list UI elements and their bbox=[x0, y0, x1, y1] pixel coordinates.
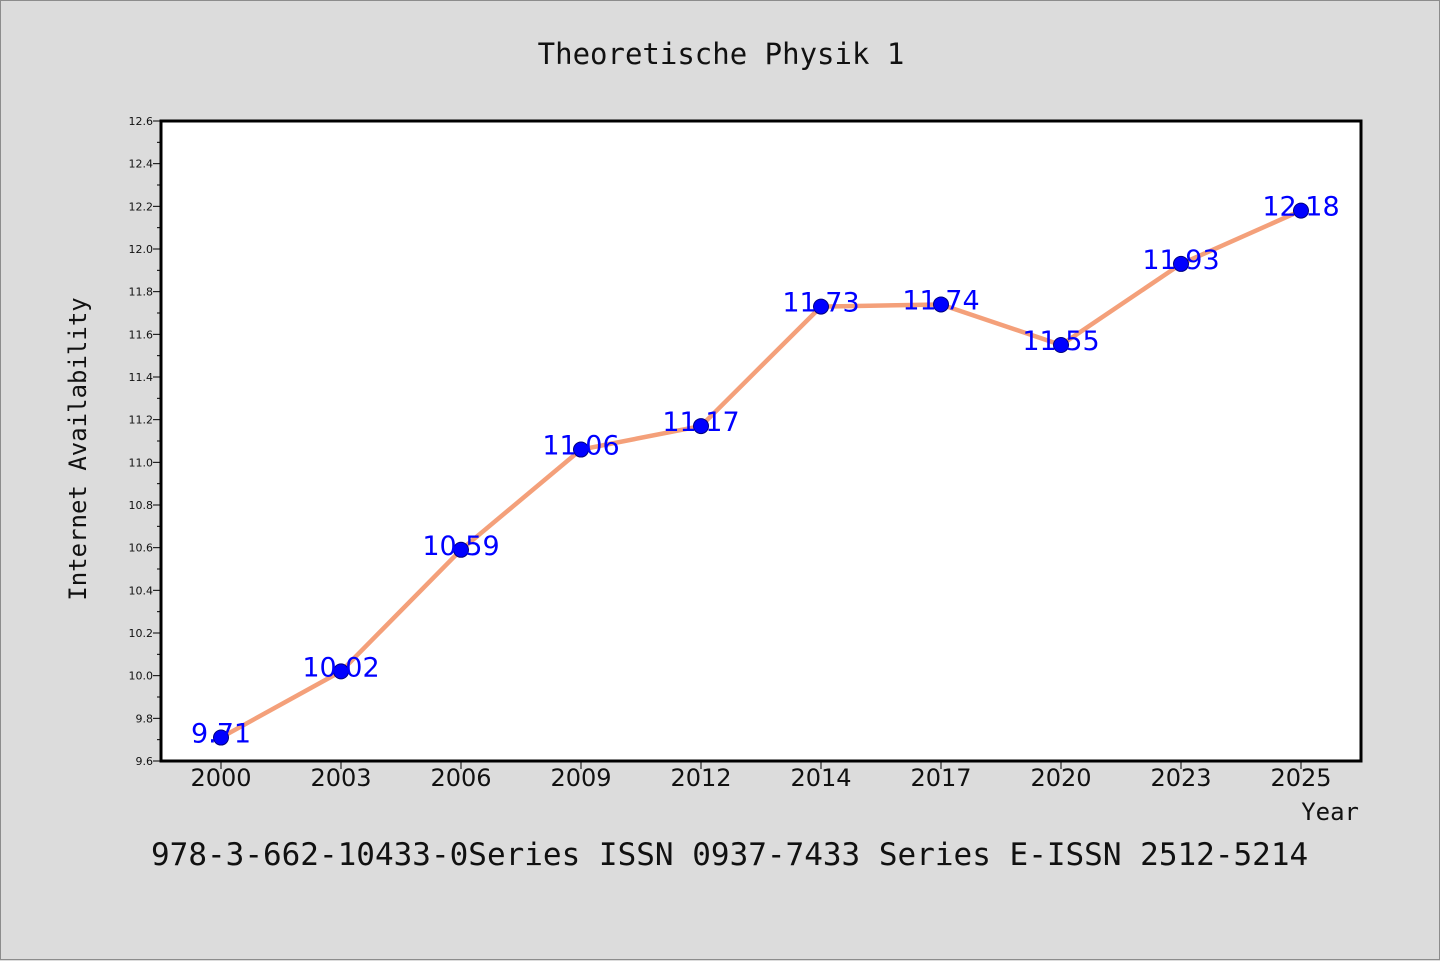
y-tick-label: 10.4 bbox=[129, 584, 154, 597]
x-tick-label: 2014 bbox=[790, 764, 851, 792]
x-tick-label: 2020 bbox=[1030, 764, 1091, 792]
x-tick-label: 2023 bbox=[1150, 764, 1211, 792]
y-tick-label: 11.2 bbox=[129, 414, 154, 427]
data-point bbox=[693, 418, 709, 435]
x-tick-label: 2009 bbox=[550, 764, 611, 792]
x-tick-label: 2012 bbox=[670, 764, 731, 792]
data-point bbox=[933, 296, 949, 313]
y-tick-label: 12.2 bbox=[129, 200, 154, 213]
y-tick-label: 11.0 bbox=[129, 456, 154, 469]
data-label: 12.18 bbox=[1262, 192, 1339, 223]
data-label: 11.74 bbox=[902, 285, 979, 316]
data-point bbox=[1053, 337, 1069, 353]
footer-text: 978-3-662-10433-0Series ISSN 0937-7433 S… bbox=[151, 837, 1308, 873]
x-tick-label: 2017 bbox=[910, 764, 971, 792]
y-tick-label: 12.0 bbox=[129, 243, 154, 256]
data-label: 11.73 bbox=[782, 288, 859, 319]
y-tick-label: 10.6 bbox=[129, 542, 154, 555]
data-series bbox=[213, 202, 1309, 746]
y-axis: 9.6 9.8 10.0 10.2 10.4 10.6 10.8 11.0 11.2 11.4 11… bbox=[129, 115, 161, 768]
y-tick-label: 11.4 bbox=[129, 371, 154, 384]
data-point bbox=[1173, 255, 1189, 272]
x-tick-label: 2025 bbox=[1270, 764, 1331, 792]
y-tick-label: 11.8 bbox=[129, 286, 154, 299]
data-point bbox=[813, 298, 829, 315]
data-point bbox=[573, 441, 589, 458]
y-tick-label: 10.0 bbox=[129, 670, 154, 683]
x-tick-label: 2003 bbox=[310, 764, 371, 792]
data-label: 9.71 bbox=[191, 719, 251, 750]
data-label: 11.06 bbox=[542, 431, 619, 462]
data-point bbox=[213, 729, 229, 746]
x-tick-label: 2000 bbox=[190, 764, 251, 792]
x-axis: 2000 2003 2006 2009 2012 2014 2017 2020 2023 2025 bbox=[190, 761, 1332, 792]
data-label: 11.55 bbox=[1022, 326, 1099, 357]
data-point bbox=[1293, 202, 1309, 219]
y-axis-label: Internet Availability bbox=[64, 297, 92, 600]
chart-title: Theoretische Physik 1 bbox=[538, 37, 905, 71]
y-tick-label: 10.2 bbox=[129, 627, 154, 640]
y-tick-label: 11.6 bbox=[129, 328, 154, 341]
data-label: 11.17 bbox=[662, 407, 739, 438]
y-tick-label: 10.8 bbox=[129, 499, 154, 512]
data-point bbox=[333, 663, 349, 680]
data-label: 11.93 bbox=[1142, 245, 1219, 276]
x-tick-label: 2006 bbox=[430, 764, 491, 792]
data-label: 10.59 bbox=[422, 531, 499, 562]
data-point bbox=[453, 541, 469, 558]
x-axis-label: Year bbox=[1301, 798, 1359, 826]
y-tick-label: 9.8 bbox=[136, 712, 154, 725]
y-tick-label: 12.4 bbox=[129, 158, 154, 171]
series-line bbox=[218, 208, 1304, 740]
data-label: 10.02 bbox=[302, 652, 379, 683]
data-labels: 9.71 10.02 10.59 11.06 11.17 11.73 11.74 11.55 1… bbox=[191, 192, 1340, 750]
y-tick-label: 9.6 bbox=[136, 755, 154, 768]
y-tick-label: 12.6 bbox=[129, 115, 154, 128]
